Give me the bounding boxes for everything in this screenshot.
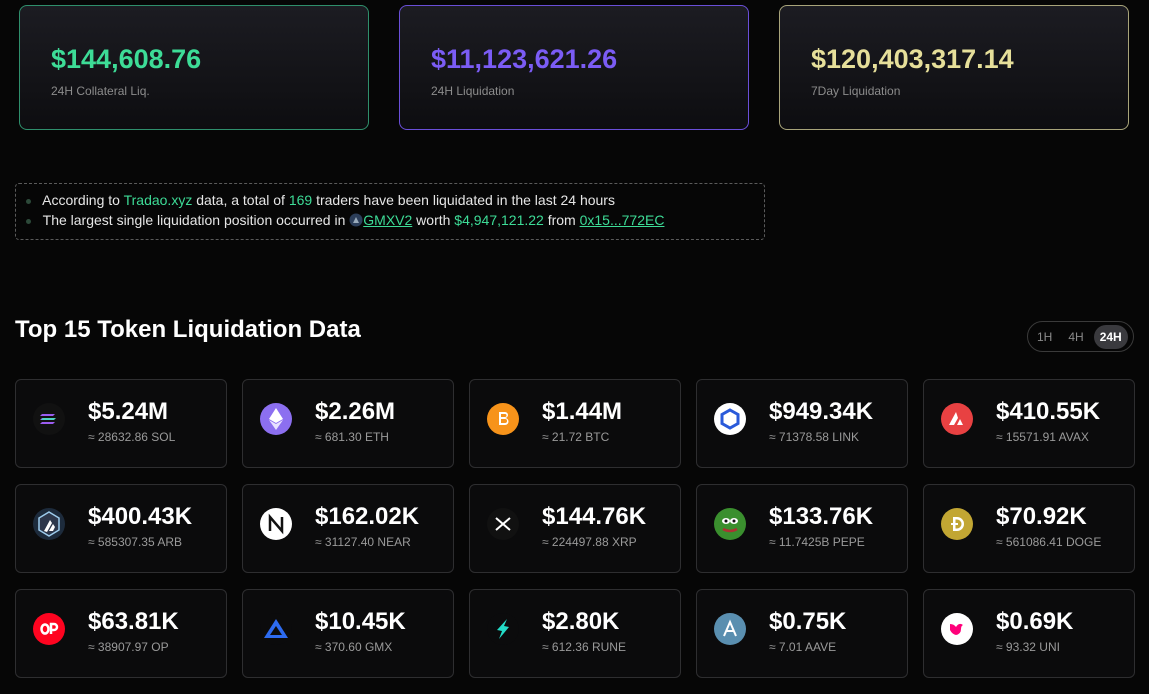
token-card[interactable]: $2.80K ≈ 612.36 RUNE: [469, 589, 681, 678]
token-icon: [941, 613, 973, 645]
token-card[interactable]: $1.44M ≈ 21.72 BTC: [469, 379, 681, 468]
token-icon: [714, 613, 746, 645]
token-card[interactable]: $0.75K ≈ 7.01 AAVE: [696, 589, 908, 678]
token-card[interactable]: $5.24M ≈ 28632.86 SOL: [15, 379, 227, 468]
token-icon: [487, 508, 519, 540]
notice-line: The largest single liquidation position …: [26, 212, 665, 228]
amount: $4,947,121.22: [454, 212, 544, 228]
stat-value: $120,403,317.14: [811, 44, 1014, 74]
token-amount: ≈ 561086.41 DOGE: [996, 535, 1102, 549]
notice-line: According to Tradao.xyz data, a total of…: [26, 192, 615, 208]
token-icon: [487, 403, 519, 435]
platform-icon: [349, 213, 363, 227]
token-value: $5.24M: [88, 398, 169, 425]
text: worth: [416, 212, 451, 228]
token-amount: ≈ 38907.97 OP: [88, 640, 169, 654]
link[interactable]: Tradao.xyz: [123, 192, 193, 208]
token-amount: ≈ 224497.88 XRP: [542, 535, 637, 549]
stat-value: $144,608.76: [51, 44, 202, 74]
timeframe-tab[interactable]: 24H: [1093, 324, 1128, 349]
token-icon: [941, 403, 973, 435]
text: data, a total of: [196, 192, 285, 208]
stat-value: $11,123,621.26: [431, 44, 618, 74]
token-value: $144.76K: [542, 503, 647, 530]
timeframe-tab[interactable]: 1H: [1037, 329, 1053, 344]
token-icon: [260, 508, 292, 540]
token-icon: [33, 613, 65, 645]
token-amount: ≈ 585307.35 ARB: [88, 535, 182, 549]
text: from: [547, 212, 576, 228]
token-icon: [714, 403, 746, 435]
stat-card: $144,608.76 24H Collateral Liq.: [19, 5, 369, 130]
count: 169: [288, 192, 313, 208]
token-value: $70.92K: [996, 503, 1087, 530]
token-value: $162.02K: [315, 503, 420, 530]
token-card[interactable]: $410.55K ≈ 15571.91 AVAX: [923, 379, 1135, 468]
timeframe-tabs: 1H 4H 24H: [1027, 321, 1134, 352]
token-icon: [941, 508, 973, 540]
token-amount: ≈ 28632.86 SOL: [88, 430, 176, 444]
token-card[interactable]: $162.02K ≈ 31127.40 NEAR: [242, 484, 454, 573]
section-title: Top 15 Token Liquidation Data: [15, 316, 361, 343]
token-value: $949.34K: [769, 398, 874, 425]
token-amount: ≈ 7.01 AAVE: [769, 640, 837, 654]
token-icon: [33, 403, 65, 435]
stat-label: 24H Collateral Liq.: [51, 84, 150, 98]
stat-card: $120,403,317.14 7Day Liquidation: [779, 5, 1129, 130]
token-card[interactable]: $949.34K ≈ 71378.58 LINK: [696, 379, 908, 468]
token-value: $2.26M: [315, 398, 396, 425]
link[interactable]: GMXV2: [363, 212, 413, 228]
token-amount: ≈ 21.72 BTC: [542, 430, 610, 444]
timeframe-tab[interactable]: 4H: [1068, 329, 1084, 344]
token-card[interactable]: $0.69K ≈ 93.32 UNI: [923, 589, 1135, 678]
token-icon: [487, 613, 519, 645]
token-icon: [260, 403, 292, 435]
token-card[interactable]: $133.76K ≈ 11.7425B PEPE: [696, 484, 908, 573]
notice-box: According to Tradao.xyz data, a total of…: [15, 183, 765, 240]
token-card[interactable]: $70.92K ≈ 561086.41 DOGE: [923, 484, 1135, 573]
text: According to: [42, 192, 120, 208]
token-value: $400.43K: [88, 503, 193, 530]
token-card[interactable]: $10.45K ≈ 370.60 GMX: [242, 589, 454, 678]
token-value: $1.44M: [542, 398, 623, 425]
token-icon: [714, 508, 746, 540]
token-card[interactable]: $144.76K ≈ 224497.88 XRP: [469, 484, 681, 573]
token-value: $410.55K: [996, 398, 1101, 425]
link[interactable]: 0x15...772EC: [579, 212, 665, 228]
token-amount: ≈ 612.36 RUNE: [542, 640, 626, 654]
stat-label: 7Day Liquidation: [811, 84, 901, 98]
token-value: $0.75K: [769, 608, 847, 635]
token-amount: ≈ 681.30 ETH: [315, 430, 389, 444]
text: traders have been liquidated in the last…: [316, 192, 615, 208]
token-icon: [260, 613, 292, 645]
token-card[interactable]: $63.81K ≈ 38907.97 OP: [15, 589, 227, 678]
token-value: $133.76K: [769, 503, 874, 530]
token-amount: ≈ 370.60 GMX: [315, 640, 393, 654]
token-amount: ≈ 15571.91 AVAX: [996, 430, 1089, 444]
stat-card: $11,123,621.26 24H Liquidation: [399, 5, 749, 130]
token-amount: ≈ 71378.58 LINK: [769, 430, 859, 444]
token-card[interactable]: $400.43K ≈ 585307.35 ARB: [15, 484, 227, 573]
token-value: $0.69K: [996, 608, 1074, 635]
token-icon: [33, 508, 65, 540]
token-value: $10.45K: [315, 608, 406, 635]
token-value: $63.81K: [88, 608, 179, 635]
token-amount: ≈ 11.7425B PEPE: [769, 535, 865, 549]
stat-label: 24H Liquidation: [431, 84, 515, 98]
token-amount: ≈ 93.32 UNI: [996, 640, 1060, 654]
token-card[interactable]: $2.26M ≈ 681.30 ETH: [242, 379, 454, 468]
token-amount: ≈ 31127.40 NEAR: [315, 535, 411, 549]
text: The largest single liquidation position …: [42, 212, 346, 228]
token-value: $2.80K: [542, 608, 620, 635]
